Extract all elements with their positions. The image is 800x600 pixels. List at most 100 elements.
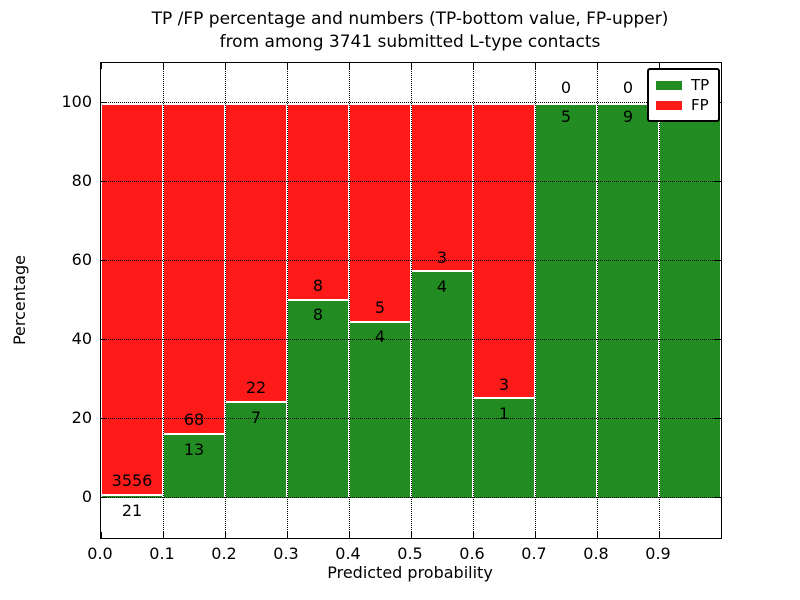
- bar-bin: [411, 63, 473, 538]
- y-tick-label: 80: [71, 170, 92, 190]
- tp-count-label: 21: [121, 500, 143, 520]
- x-gridline: [163, 63, 164, 538]
- right-tick: [715, 418, 721, 420]
- bar-bin: [597, 63, 659, 538]
- x-tick-label: 0.5: [397, 544, 423, 563]
- legend-entry-fp: FP: [656, 95, 709, 115]
- chart-title-line-2: from among 3741 submitted L-type contact…: [219, 32, 601, 52]
- fp-count-label: 8: [312, 275, 324, 295]
- bar-segment-tp: [350, 322, 410, 499]
- bottom-tick: [225, 532, 226, 538]
- x-tick-label: 0.7: [521, 544, 547, 563]
- x-gridline: [473, 63, 474, 538]
- bar-segment-tp: [474, 399, 534, 499]
- bottom-tick: [659, 532, 660, 538]
- top-tick: [411, 63, 412, 69]
- top-tick: [349, 63, 350, 69]
- x-gridline: [287, 63, 288, 538]
- tp-count-label: 13: [183, 439, 205, 459]
- legend-label-tp: TP: [691, 76, 710, 94]
- bar-bin: [287, 63, 349, 538]
- left-tick: [101, 259, 107, 261]
- x-tick-label: 0.6: [459, 544, 485, 563]
- y-tick-label: 20: [71, 408, 92, 428]
- x-tick-label: 0.4: [335, 544, 361, 563]
- x-gridline: [349, 63, 350, 538]
- top-tick: [597, 63, 598, 69]
- x-tick-label: 0.2: [211, 544, 237, 563]
- grid-layer: [101, 63, 721, 538]
- bar-bin: [473, 63, 535, 538]
- fp-count-label: 0: [560, 77, 572, 97]
- legend: TP FP: [647, 68, 721, 122]
- bar-segment-tp: [412, 272, 472, 499]
- bottom-tick: [287, 532, 288, 538]
- fp-count-label: 68: [183, 410, 205, 430]
- y-tick-label: 40: [71, 329, 92, 349]
- x-tick-label: 0.0: [87, 544, 113, 563]
- x-tick-label: 0.8: [583, 544, 609, 563]
- bar-segment-tp: [164, 434, 224, 499]
- bottom-tick: [535, 532, 536, 538]
- fp-count-label: 22: [245, 378, 267, 398]
- fp-count-label: 0: [622, 77, 634, 97]
- legend-entry-tp: TP: [656, 75, 709, 95]
- legend-swatch-fp: [656, 100, 682, 110]
- bar-segment-tp: [288, 300, 348, 499]
- y-tick-label: 60: [71, 249, 92, 269]
- left-tick: [101, 418, 107, 420]
- left-tick: [101, 339, 107, 341]
- tp-count-label: 4: [374, 327, 386, 347]
- bar-bin: [535, 63, 597, 538]
- bottom-tick: [411, 532, 412, 538]
- bottom-tick: [597, 532, 598, 538]
- tp-count-label: 9: [622, 107, 634, 127]
- tp-count-label: 7: [250, 407, 262, 427]
- top-tick: [659, 63, 660, 69]
- right-tick: [715, 339, 721, 341]
- top-tick: [535, 63, 536, 69]
- bottom-tick: [101, 532, 102, 538]
- right-tick: [715, 180, 721, 182]
- chart-title: TP /FP percentage and numbers (TP-bottom…: [90, 8, 730, 54]
- tp-count-label: 8: [312, 305, 324, 325]
- bar-bin: [101, 63, 163, 538]
- bar-bin: [225, 63, 287, 538]
- bottom-tick: [163, 532, 164, 538]
- tp-count-label: 1: [498, 404, 510, 424]
- top-tick: [163, 63, 164, 69]
- bar-segment-fp: [350, 102, 410, 323]
- fp-count-label: 5: [374, 297, 386, 317]
- x-gridline: [535, 63, 536, 538]
- bar-segment-fp: [102, 102, 162, 497]
- fp-count-label: 3: [436, 247, 448, 267]
- right-tick: [715, 497, 721, 499]
- bar-segment-fp: [164, 102, 224, 435]
- bar-bin: [659, 63, 721, 538]
- bar-segment-tp: [102, 496, 162, 499]
- bar-segment-fp: [412, 102, 472, 273]
- x-tick-label: 0.9: [645, 544, 671, 563]
- x-gridline: [225, 63, 226, 538]
- left-tick: [101, 180, 107, 182]
- bottom-tick: [473, 532, 474, 538]
- bar-segment-fp: [288, 102, 348, 301]
- tp-count-label: 5: [560, 107, 572, 127]
- x-tick-label: 0.1: [149, 544, 175, 563]
- left-tick: [101, 497, 107, 499]
- top-tick: [287, 63, 288, 69]
- x-gridline: [597, 63, 598, 538]
- top-tick: [473, 63, 474, 69]
- left-tick: [101, 101, 107, 103]
- bar-segment-fp: [474, 102, 534, 400]
- bar-segment-tp: [598, 102, 658, 499]
- y-tick-label: 0: [81, 487, 92, 507]
- x-gridline: [659, 63, 660, 538]
- bar-segment-tp: [536, 102, 596, 499]
- x-gridline: [411, 63, 412, 538]
- fp-count-label: 3: [498, 374, 510, 394]
- legend-label-fp: FP: [691, 96, 709, 114]
- y-axis-label: Percentage: [10, 255, 29, 346]
